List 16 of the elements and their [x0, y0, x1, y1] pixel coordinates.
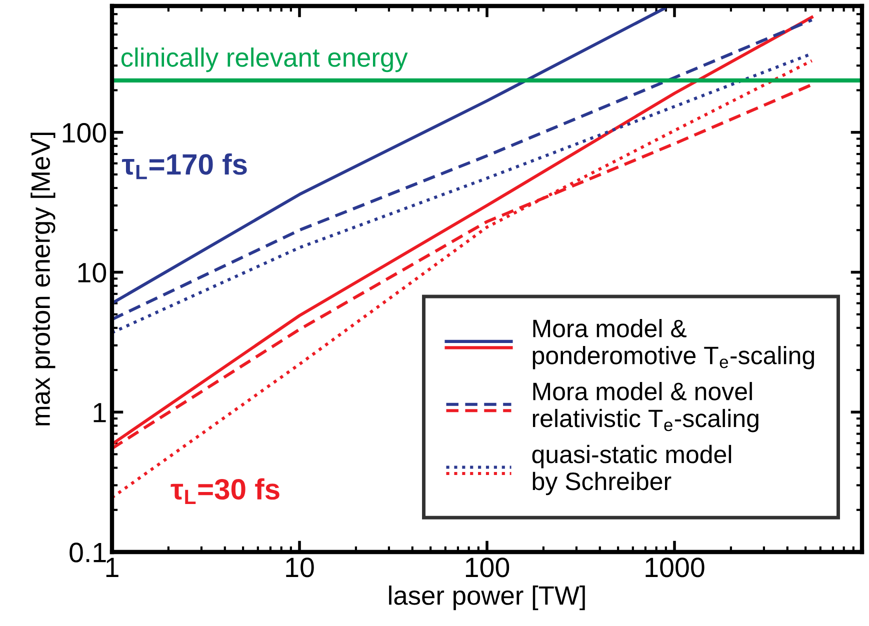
- annotation: τ$_{L}$=30 fs: [170, 478, 280, 504]
- x-axis-title: laser power [TW]: [389, 586, 585, 610]
- annotation: τ$_{L}$=170 fs: [122, 153, 247, 180]
- legend-label: quasi-static model by Schreiber: [532, 444, 732, 496]
- legend-label: Mora model & ponderomotive T$_{e}$-scaling: [532, 319, 814, 370]
- ref-line-label: clinically relevant energy: [121, 47, 408, 72]
- y-tick-label: 1: [94, 403, 106, 422]
- x-tick-label: 10: [286, 558, 314, 578]
- y-axis-title: max proton energy [MeV]: [30, 132, 56, 426]
- y-tick-label: 0.1: [70, 542, 106, 562]
- x-tick-label: 100: [466, 558, 510, 578]
- x-tick-label: 1: [106, 558, 118, 577]
- x-tick-label: 1000: [646, 558, 704, 578]
- y-tick-label: 10: [78, 262, 106, 283]
- y-tick-label: 100: [62, 123, 106, 143]
- legend-label: Mora model & novel relativistic T$_{e}$-scaling: [532, 382, 758, 432]
